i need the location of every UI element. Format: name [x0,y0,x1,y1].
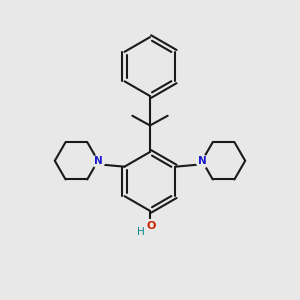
Text: N: N [198,156,206,166]
Text: O: O [146,220,156,231]
Text: N: N [94,156,102,166]
Text: H: H [137,227,145,237]
